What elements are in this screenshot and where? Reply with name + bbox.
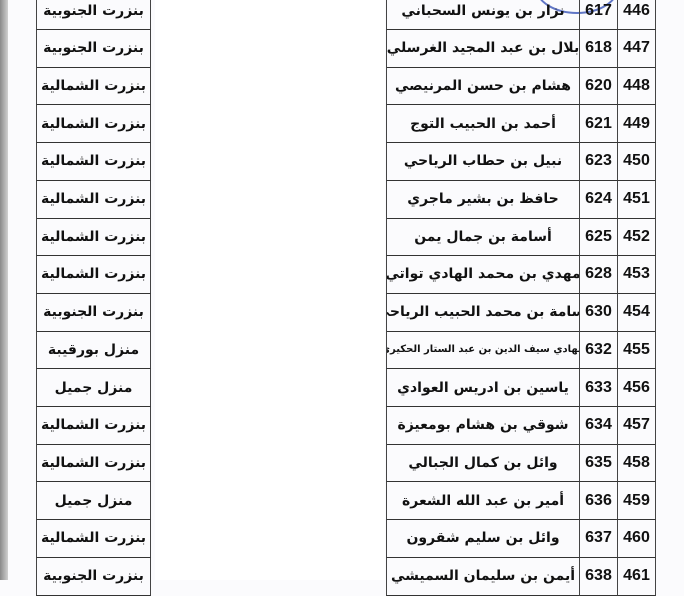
number-cell: 633 [579, 369, 617, 407]
index-cell: 460 [617, 519, 656, 558]
number-cell: 628 [579, 255, 617, 294]
blank-column [155, 0, 385, 580]
number-cell: 625 [579, 218, 617, 257]
number-cell: 636 [579, 482, 617, 521]
table-row: منزل بورقيبة الهادي سيف الدين بن عبد الست… [0, 331, 684, 370]
name-cell: أسامة بن محمد الحبيب الرياحي [386, 293, 579, 332]
index-cell: 453 [617, 255, 656, 294]
index-cell: 451 [617, 180, 656, 219]
table-row: بنزرت الجنوبية نزار بن يونس السحباني 617 44… [0, 0, 684, 30]
name-cell: مهدي بن محمد الهادي تواتي [386, 255, 579, 294]
table-row: بنزرت الشمالية أحمد بن الحبيب التوج 621 449 [0, 105, 684, 144]
index-cell: 461 [617, 557, 656, 596]
name-cell: وائل بن سليم شقرون [386, 519, 579, 558]
index-cell: 450 [617, 142, 656, 181]
table-row: بنزرت الشمالية حافظ بن بشير ماجري 624 451 [0, 180, 684, 219]
index-cell: 456 [617, 369, 656, 407]
region-cell: منزل بورقيبة [36, 331, 151, 370]
number-cell: 617 [579, 0, 617, 30]
table-row: منزل جميل ياسين بن ادريس العوادي 633 456 [0, 369, 684, 407]
table-row: بنزرت الشمالية مهدي بن محمد الهادي تواتي 6… [0, 255, 684, 294]
name-cell: نبيل بن حطاب الرياحي [386, 142, 579, 181]
number-cell: 630 [579, 293, 617, 332]
index-cell: 452 [617, 218, 656, 257]
region-cell: بنزرت الشمالية [36, 180, 151, 219]
region-cell: بنزرت الجنوبية [36, 0, 151, 30]
table-row: بنزرت الشمالية نبيل بن حطاب الرياحي 623 450 [0, 142, 684, 181]
region-cell: بنزرت الجنوبية [36, 29, 151, 68]
region-cell: منزل جميل [36, 482, 151, 521]
name-cell: حافظ بن بشير ماجري [386, 180, 579, 219]
index-cell: 455 [617, 331, 656, 370]
region-cell: بنزرت الشمالية [36, 142, 151, 181]
name-cell: وائل بن كمال الجبالي [386, 444, 579, 483]
region-cell: بنزرت الشمالية [36, 444, 151, 483]
number-cell: 637 [579, 519, 617, 558]
number-cell: 638 [579, 557, 617, 596]
number-cell: 635 [579, 444, 617, 483]
table-row: بنزرت الجنوبية أسامة بن محمد الحبيب الريا… [0, 293, 684, 332]
table-row: بنزرت الشمالية وائل بن سليم شقرون 637 460 [0, 519, 684, 558]
region-cell: بنزرت الشمالية [36, 67, 151, 106]
table-row: بنزرت الشمالية شوقي بن هشام بومعيزة 634 457 [0, 406, 684, 445]
table-row: منزل جميل أمير بن عبد الله الشعرة 636 459 [0, 482, 684, 521]
table-row: بنزرت الجنوبية أيمن بن سليمان السميشي 638 4… [0, 557, 684, 596]
name-cell: بلال بن عبد المجيد الغرسلي [386, 29, 579, 68]
name-cell: ياسين بن ادريس العوادي [386, 369, 579, 407]
number-cell: 632 [579, 331, 617, 370]
index-cell: 457 [617, 406, 656, 445]
index-cell: 446 [617, 0, 656, 30]
index-cell: 458 [617, 444, 656, 483]
number-cell: 618 [579, 29, 617, 68]
region-cell: بنزرت الجنوبية [36, 293, 151, 332]
name-cell: الهادي سيف الدين بن عبد الستار الحكيري [386, 331, 579, 370]
scan-edge [0, 0, 8, 580]
number-cell: 624 [579, 180, 617, 219]
number-cell: 621 [579, 105, 617, 144]
index-cell: 449 [617, 105, 656, 144]
name-cell: نزار بن يونس السحباني [386, 0, 579, 30]
name-cell: هشام بن حسن المرنيصي [386, 67, 579, 106]
name-cell: شوقي بن هشام بومعيزة [386, 406, 579, 445]
index-cell: 454 [617, 293, 656, 332]
region-cell: بنزرت الشمالية [36, 105, 151, 144]
index-cell: 448 [617, 67, 656, 106]
name-cell: أيمن بن سليمان السميشي [386, 557, 579, 596]
table-row: بنزرت الشمالية وائل بن كمال الجبالي 635 458 [0, 444, 684, 483]
table-row: بنزرت الجنوبية بلال بن عبد المجيد الغرسلي… [0, 29, 684, 68]
region-cell: بنزرت الشمالية [36, 255, 151, 294]
table-row: بنزرت الشمالية أسامة بن جمال يمن 625 452 [0, 218, 684, 257]
table-row: بنزرت الشمالية هشام بن حسن المرنيصي 620 448 [0, 67, 684, 106]
region-cell: بنزرت الجنوبية [36, 557, 151, 596]
name-cell: أسامة بن جمال يمن [386, 218, 579, 257]
region-cell: بنزرت الشمالية [36, 218, 151, 257]
name-cell: أحمد بن الحبيب التوج [386, 105, 579, 144]
number-cell: 623 [579, 142, 617, 181]
index-cell: 459 [617, 482, 656, 521]
number-cell: 620 [579, 67, 617, 106]
region-cell: بنزرت الشمالية [36, 519, 151, 558]
index-cell: 447 [617, 29, 656, 68]
name-cell: أمير بن عبد الله الشعرة [386, 482, 579, 521]
region-cell: بنزرت الشمالية [36, 406, 151, 445]
number-cell: 634 [579, 406, 617, 445]
region-cell: منزل جميل [36, 369, 151, 407]
